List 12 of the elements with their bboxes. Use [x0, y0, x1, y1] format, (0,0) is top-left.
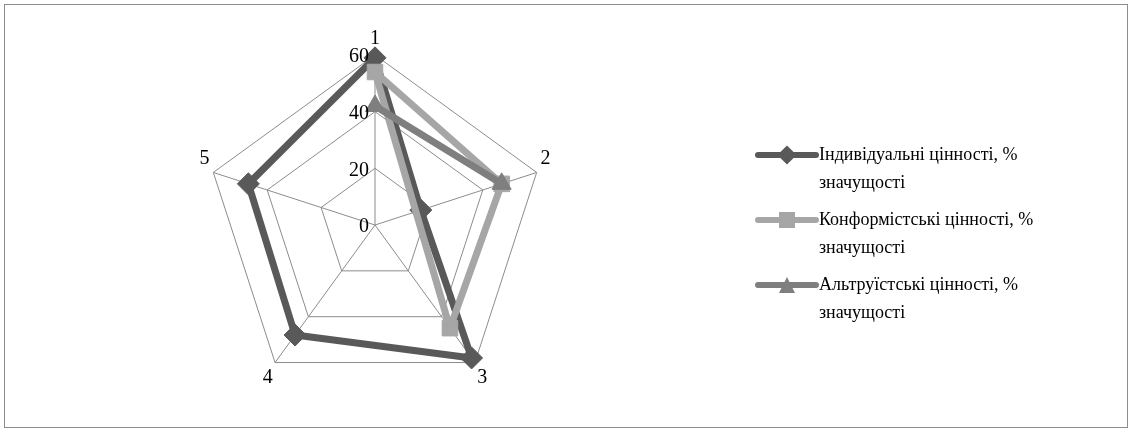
y-tick-label: 60 — [349, 44, 369, 67]
spoke-label: 2 — [540, 146, 551, 169]
y-tick-label: 40 — [349, 100, 369, 123]
spoke-label: 4 — [262, 365, 273, 388]
y-tick-label: 0 — [359, 214, 369, 237]
legend-label: Альтруїстські цінності, % значущості — [819, 273, 1020, 324]
legend-label: Індивідуальні цінності, % значущості — [819, 143, 1019, 194]
spoke-label: 5 — [199, 146, 210, 169]
spoke-label: 1 — [370, 26, 380, 49]
legend-label: Конформістські цінності, % значущості — [819, 208, 1035, 259]
y-tick-label: 20 — [349, 157, 369, 180]
spoke-label: 3 — [477, 365, 488, 388]
